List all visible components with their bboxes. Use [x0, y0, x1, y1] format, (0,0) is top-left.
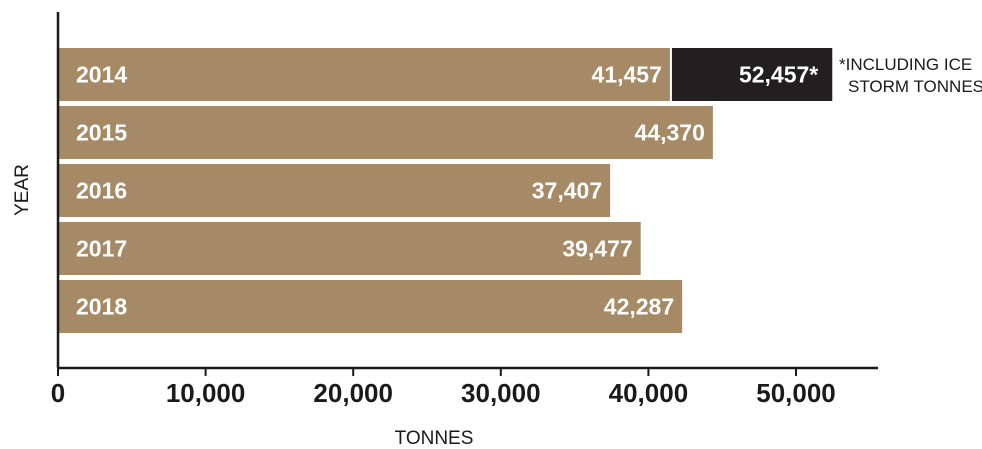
bar-2015 [58, 106, 713, 159]
category-label-2015: 2015 [76, 120, 127, 146]
x-tick-label-5: 50,000 [756, 378, 836, 408]
value-label-2017: 39,477 [562, 236, 632, 262]
axes-group [56, 12, 878, 370]
value-label-2014: 41,457 [592, 62, 662, 88]
category-label-2016: 2016 [76, 178, 127, 204]
value-label-2016: 37,407 [532, 178, 602, 204]
x-ticks-group: 0 10,000 20,000 30,000 40,000 50,000 [51, 368, 836, 408]
extra-segment-note: *INCLUDING ICE STORM TONNES [839, 55, 982, 96]
x-axis-title: TONNES [395, 428, 474, 449]
value-label-2015: 44,370 [635, 120, 705, 146]
bar-2014-ice-storm-segment [671, 48, 833, 101]
category-label-2017: 2017 [76, 236, 127, 262]
bar-2014 [58, 48, 670, 101]
x-tick-label-0: 0 [51, 378, 65, 408]
x-tick-label-1: 10,000 [166, 378, 246, 408]
value-label-2014-total: 52,457* [739, 62, 818, 88]
note-line-1: *INCLUDING ICE [839, 55, 972, 74]
y-axis-title: YEAR [12, 164, 33, 216]
x-tick-label-3: 30,000 [461, 378, 541, 408]
bar-2018 [58, 280, 683, 333]
category-label-2014: 2014 [76, 62, 127, 88]
note-line-2: STORM TONNES [848, 77, 982, 96]
bar-2016 [58, 164, 611, 217]
x-tick-label-2: 20,000 [313, 378, 393, 408]
bars-group: 2014 41,457 2015 44,370 2016 37,407 2017 39,477… [58, 48, 833, 333]
bar-2017 [58, 222, 641, 275]
category-label-2018: 2018 [76, 294, 127, 320]
value-label-2018: 42,287 [604, 294, 674, 320]
x-tick-label-4: 40,000 [609, 378, 689, 408]
